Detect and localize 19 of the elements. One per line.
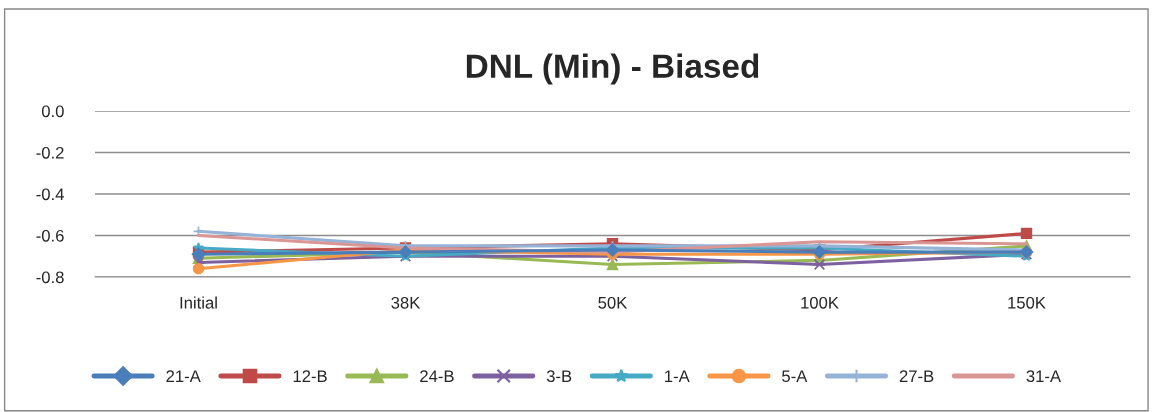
y-tick-label: 0.0 <box>41 105 64 118</box>
legend-label: 1-A <box>665 370 690 382</box>
y-tick-label: -0.4 <box>36 188 64 201</box>
legend-label: 27-B <box>899 370 934 382</box>
x-tick-label: 100K <box>801 296 839 309</box>
y-tick-label: -0.6 <box>36 229 64 242</box>
legend-label: 3-B <box>546 370 572 383</box>
x-tick-label: 50K <box>598 296 628 309</box>
legend-label: 21-A <box>166 370 201 382</box>
legend-label: 5-A <box>782 370 808 383</box>
y-tick-label: -0.2 <box>36 146 64 159</box>
chart-title: DNL (Min) - Biased <box>466 53 759 85</box>
x-tick-label: 38K <box>391 296 421 309</box>
x-tick-label: Initial <box>180 296 217 309</box>
y-tick-label: -0.8 <box>36 271 64 284</box>
x-tick-label: 150K <box>1008 296 1046 309</box>
legend-label: 31-A <box>1026 370 1062 383</box>
legend-label: 12-B <box>293 370 327 382</box>
legend-label: 24-B <box>420 370 454 382</box>
